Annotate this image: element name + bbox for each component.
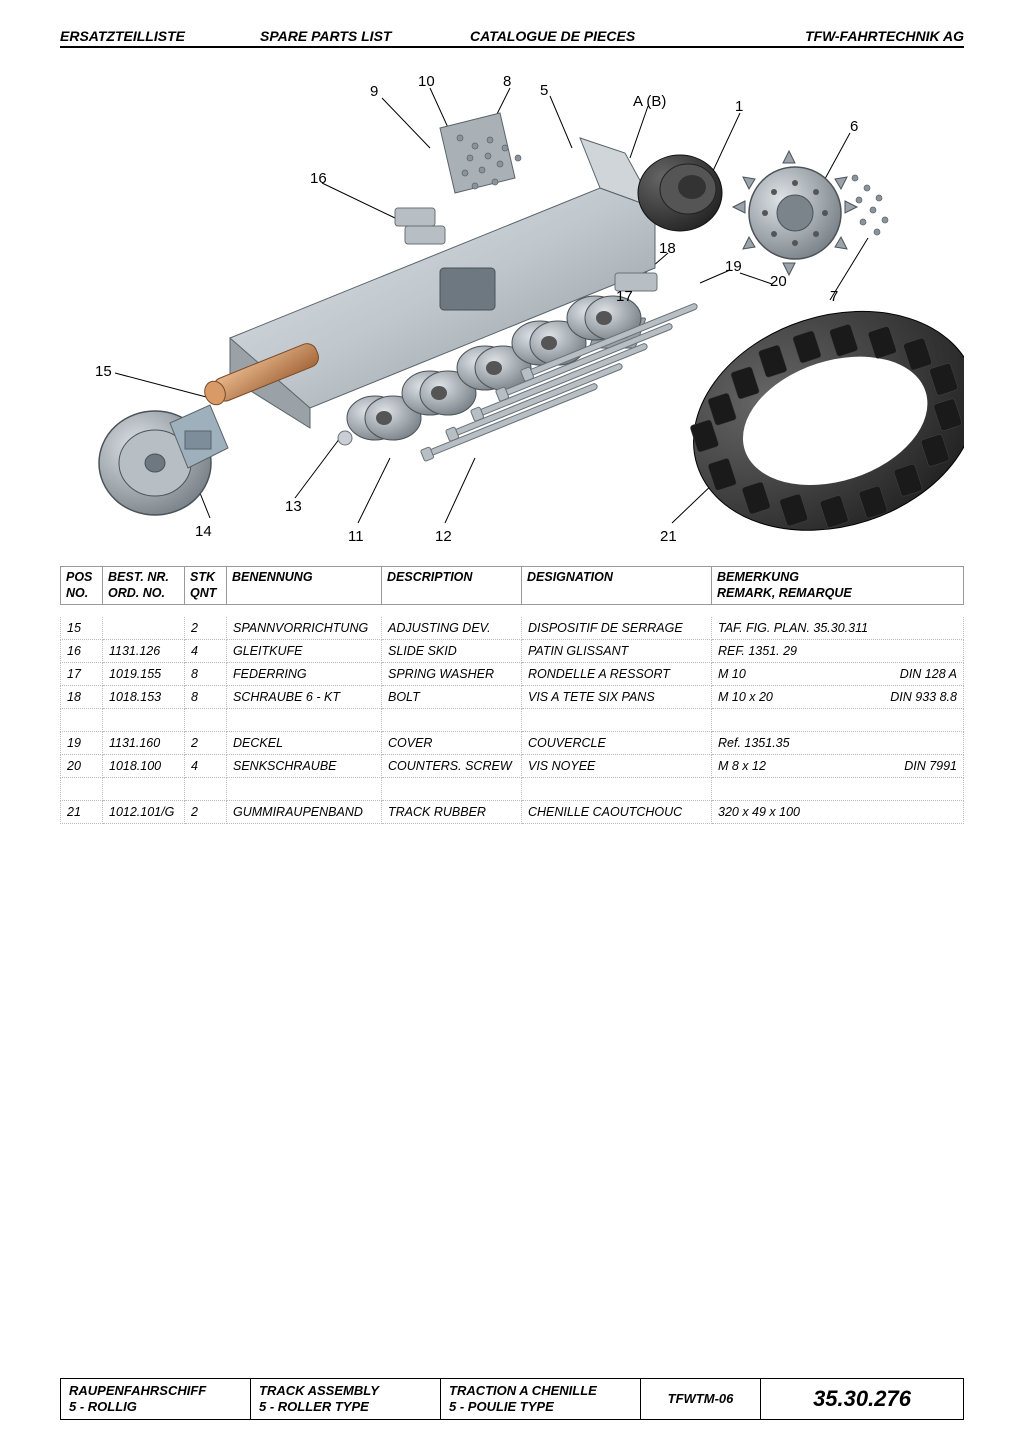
column-header-table: POSNO. BEST. NR.ORD. NO. STKQNT BENENNUN… bbox=[60, 566, 964, 605]
table-row: 191131.1602DECKELCOVERCOUVERCLERef. 1351… bbox=[61, 732, 964, 755]
callout-label: 8 bbox=[503, 73, 511, 90]
callout-label: 9 bbox=[370, 83, 378, 100]
callout-label: 6 bbox=[850, 118, 858, 135]
header-de: ERSATZTEILLISTE bbox=[60, 28, 260, 44]
footer-col-de: RAUPENFAHRSCHIFF5 - ROLLIG bbox=[61, 1378, 251, 1420]
footer-col-fr: TRACTION A CHENILLE5 - POULIE TYPE bbox=[441, 1378, 641, 1420]
callout-label: 7 bbox=[830, 288, 838, 305]
col-qnt: STKQNT bbox=[185, 567, 227, 605]
header-en: SPARE PARTS LIST bbox=[260, 28, 470, 44]
footer-col-en: TRACK ASSEMBLY5 - ROLLER TYPE bbox=[251, 1378, 441, 1420]
col-ben: BENENNUNG bbox=[227, 567, 382, 605]
header-company: TFW-FAHRTECHNIK AG bbox=[740, 28, 964, 44]
table-row bbox=[61, 709, 964, 732]
callout-label: 13 bbox=[285, 498, 302, 515]
callout-label: A (B) bbox=[633, 93, 666, 110]
page-footer: RAUPENFAHRSCHIFF5 - ROLLIG TRACK ASSEMBL… bbox=[60, 1378, 964, 1421]
col-pos: POSNO. bbox=[61, 567, 103, 605]
page-header: ERSATZTEILLISTE SPARE PARTS LIST CATALOG… bbox=[60, 28, 964, 48]
table-row: 181018.1538SCHRAUBE 6 - KTBOLTVIS A TETE… bbox=[61, 686, 964, 709]
callout-label: 15 bbox=[95, 363, 112, 380]
callout-label: 5 bbox=[540, 82, 548, 99]
col-rem: BEMERKUNGREMARK, REMARQUE bbox=[712, 567, 964, 605]
callout-label: 18 bbox=[659, 240, 676, 257]
parts-table: 152SPANNVORRICHTUNGADJUSTING DEV.DISPOSI… bbox=[60, 617, 964, 824]
table-row: 152SPANNVORRICHTUNGADJUSTING DEV.DISPOSI… bbox=[61, 617, 964, 640]
callout-label: 20 bbox=[770, 273, 787, 290]
table-row bbox=[61, 778, 964, 801]
callout-label: 16 bbox=[310, 170, 327, 187]
callout-label: 19 bbox=[725, 258, 742, 275]
callout-label: 14 bbox=[195, 523, 212, 540]
callout-label: 11 bbox=[348, 528, 364, 545]
table-row: 211012.101/G2GUMMIRAUPENBANDTRACK RUBBER… bbox=[61, 801, 964, 824]
header-fr: CATALOGUE DE PIECES bbox=[470, 28, 740, 44]
callout-label: 1 bbox=[735, 98, 743, 115]
exploded-diagram: 91085A (B)1616181920717151314111221 bbox=[60, 58, 964, 548]
footer-page-number: 35.30.276 bbox=[761, 1378, 964, 1420]
callout-label: 12 bbox=[435, 528, 452, 545]
table-row: 201018.1004SENKSCHRAUBECOUNTERS. SCREWVI… bbox=[61, 755, 964, 778]
col-desc: DESCRIPTION bbox=[382, 567, 522, 605]
table-row: 161131.1264GLEITKUFESLIDE SKIDPATIN GLIS… bbox=[61, 640, 964, 663]
col-ord: BEST. NR.ORD. NO. bbox=[103, 567, 185, 605]
callout-label: 17 bbox=[616, 288, 633, 305]
col-desg: DESIGNATION bbox=[522, 567, 712, 605]
footer-model: TFWTM-06 bbox=[641, 1378, 761, 1420]
callout-label: 21 bbox=[660, 528, 677, 545]
diagram-svg bbox=[60, 58, 964, 548]
table-row: 171019.1558FEDERRINGSPRING WASHERRONDELL… bbox=[61, 663, 964, 686]
callout-label: 10 bbox=[418, 73, 435, 90]
